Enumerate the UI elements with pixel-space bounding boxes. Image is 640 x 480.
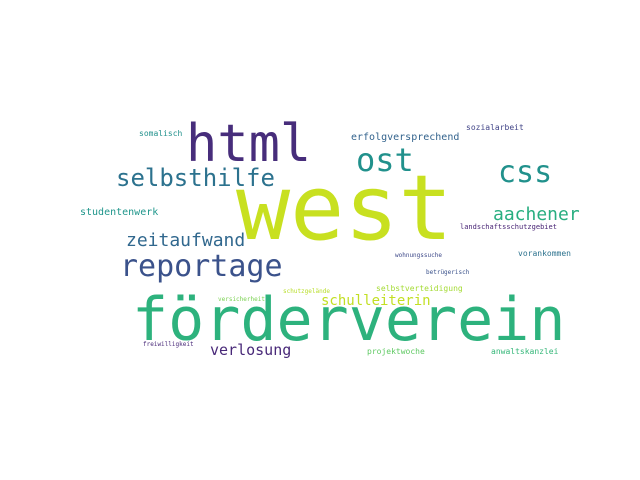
- word-selbstverteidigung: selbstverteidigung: [376, 284, 463, 293]
- word-verlosung: verlosung: [210, 341, 292, 359]
- word-landschaftsschutzgebiet: landschaftsschutzgebiet: [460, 223, 557, 231]
- word-schulleiterin: schulleiterin: [321, 293, 431, 309]
- word-erfolgversprechend: erfolgversprechend: [351, 132, 460, 143]
- word-reportage: reportage: [120, 249, 283, 284]
- word-selbsthilfe: selbsthilfe: [116, 164, 275, 192]
- word-anwaltskanzlei: anwaltskanzlei: [491, 347, 559, 356]
- word-css: css: [498, 155, 553, 190]
- word-aachener: aachener: [493, 204, 580, 225]
- word-sozialarbeit: sozialarbeit: [466, 123, 524, 132]
- word-schutzgelaende: schutzgelände: [283, 288, 330, 295]
- word-betruegerisch: betrügerisch: [426, 269, 470, 276]
- word-vorankommen: vorankommen: [518, 249, 571, 258]
- word-freiwilligkeit: freiwilligkeit: [143, 341, 194, 348]
- word-studentenwerk: studentenwerk: [80, 207, 159, 218]
- word-west: west: [236, 156, 453, 261]
- word-ost: ost: [356, 141, 414, 179]
- word-wohnungssuche: wohnungssuche: [395, 252, 442, 259]
- word-versicherheit: versicherheit: [218, 296, 265, 303]
- word-zeitaufwand: zeitaufwand: [126, 230, 246, 251]
- word-html: html: [186, 114, 312, 174]
- word-projektwoche: projektwoche: [367, 347, 425, 356]
- word-somalisch: somalisch: [139, 129, 183, 138]
- word-foerderverein: förderverein: [132, 285, 566, 355]
